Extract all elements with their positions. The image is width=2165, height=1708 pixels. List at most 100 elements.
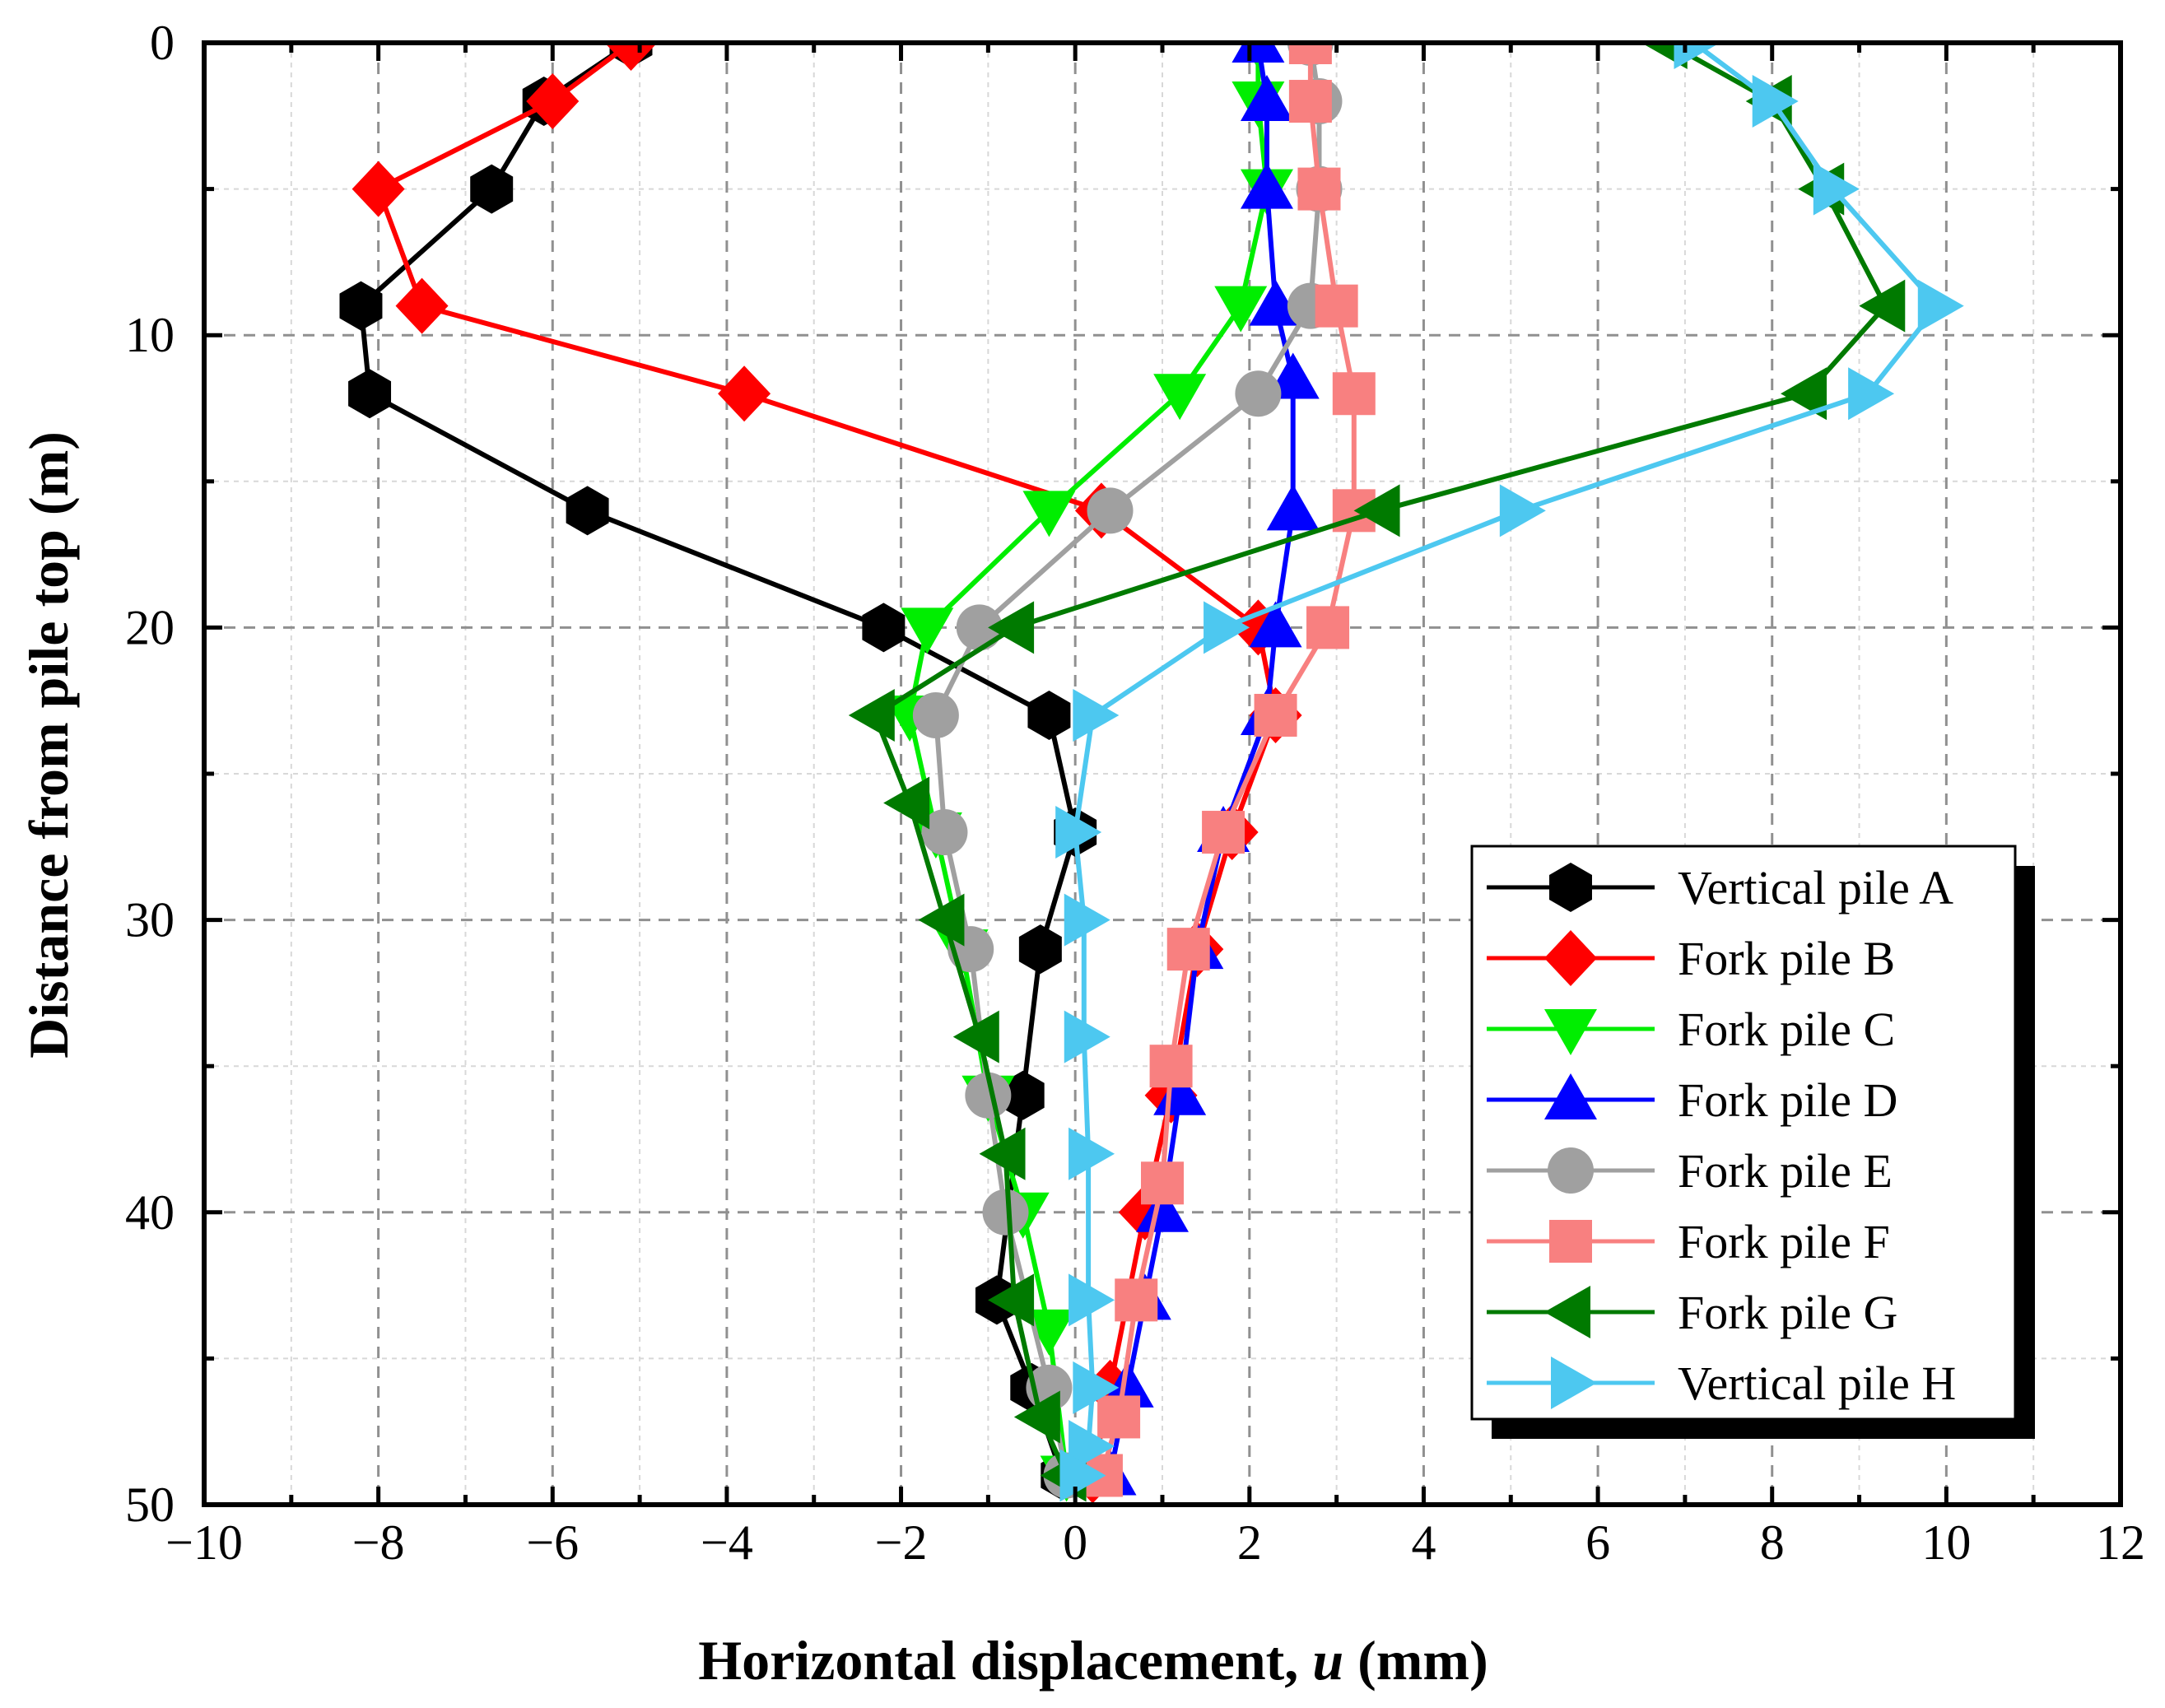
data-point [1499,484,1546,538]
legend-marker [1549,863,1592,912]
axis-titles: Horizontal displacement, u (mm) Distance… [17,431,1488,1692]
data-point [918,893,965,947]
data-point [604,41,658,71]
data-point [1332,372,1376,416]
data-point [1353,484,1400,538]
data-point [965,1072,1012,1119]
series-line [1073,41,1940,1477]
data-point [1306,606,1350,649]
data-point [1022,1309,1076,1356]
data-point [848,688,895,742]
x-tick-label: 10 [1921,1515,1971,1570]
legend-label: Fork pile C [1678,1003,1895,1056]
legend-marker [1551,1357,1597,1409]
data-point [1073,688,1120,742]
data-point [352,161,405,217]
legend-marker [1544,1286,1590,1338]
data-point [988,1273,1035,1327]
data-point [979,1127,1026,1180]
data-point [1254,693,1297,737]
data-point [526,73,580,130]
data-point [1022,491,1076,538]
y-tick-label: 0 [150,16,175,70]
x-tick-label: 4 [1411,1515,1436,1570]
data-point [566,486,609,536]
data-point [1087,487,1134,534]
data-point [912,691,959,738]
x-tick-label: −6 [526,1515,579,1570]
x-tick-label: −4 [701,1515,753,1570]
x-axis-title-italic: u [1312,1629,1343,1692]
data-point [921,809,968,856]
data-point [395,277,449,334]
legend-marker [1544,930,1597,986]
y-tick-label: 30 [125,893,175,947]
legend-label: Fork pile D [1678,1073,1897,1127]
data-point [1249,601,1302,648]
x-tick-label: −2 [875,1515,928,1570]
x-axis-title-unit: (mm) [1343,1629,1488,1692]
data-point [1752,75,1799,128]
x-tick-label: 2 [1237,1515,1262,1570]
legend-label: Vertical pile H [1678,1357,1956,1410]
data-point [1064,1010,1110,1063]
data-point [1235,370,1282,417]
x-tick-label: 8 [1760,1515,1785,1570]
data-point [952,1010,999,1063]
legend-entry-8: Vertical pile H [1487,1357,1956,1410]
data-point [883,776,930,830]
data-point [862,603,906,653]
series-5 [912,41,1343,1499]
series-layer [339,41,1964,1504]
data-point [1069,1273,1115,1327]
data-point [1149,1045,1193,1088]
legend-marker [1544,1009,1597,1055]
legend-entry-7: Fork pile G [1487,1286,1897,1339]
x-tick-label: 0 [1063,1515,1087,1570]
legend-entry-2: Fork pile B [1487,930,1895,986]
data-point [1153,374,1207,421]
data-point [1266,484,1320,531]
x-tick-label: −8 [352,1515,405,1570]
data-point [1141,1161,1184,1205]
data-point [339,281,383,331]
legend-label: Fork pile E [1678,1144,1893,1198]
data-point [1204,601,1250,654]
data-point [1013,1390,1060,1444]
series-1 [339,41,1097,1501]
legend-label: Fork pile B [1678,932,1895,985]
legend-entry-1: Vertical pile A [1487,861,1953,915]
data-point [1813,162,1860,216]
data-point [1064,893,1110,947]
data-point [1214,286,1268,333]
data-point [1249,279,1302,326]
x-tick-label: −10 [165,1515,243,1570]
data-point [988,601,1035,654]
legend-entry-6: Fork pile F [1487,1215,1890,1268]
series-6 [1079,41,1376,1497]
x-axis-title-text: Horizontal displacement, [698,1629,1312,1692]
y-tick-label: 40 [125,1185,175,1240]
data-point [982,1189,1029,1236]
series-line [358,41,1078,1477]
series-4 [1083,41,1320,1496]
data-point [1917,279,1964,333]
data-point [1240,162,1293,209]
data-point [718,365,771,422]
data-point [1059,1449,1106,1502]
y-tick-label: 50 [125,1478,175,1532]
legend-label: Fork pile F [1678,1215,1890,1268]
data-point [1018,924,1062,975]
data-point [1069,1419,1115,1473]
data-point [1859,279,1906,333]
data-point [1073,1361,1120,1414]
data-point [1231,41,1285,63]
data-point [1055,806,1102,859]
data-point [1001,1070,1045,1120]
axes: −10 −8 −6 −4 −2 0 2 4 6 8 10 12 0 10 20 30 40 50 [125,16,2145,1570]
y-axis-title: Distance from pile top (m) [17,431,80,1059]
legend-label: Fork pile G [1678,1286,1897,1339]
series-line [375,41,1278,1477]
data-point [901,607,954,654]
data-point [1315,284,1358,328]
